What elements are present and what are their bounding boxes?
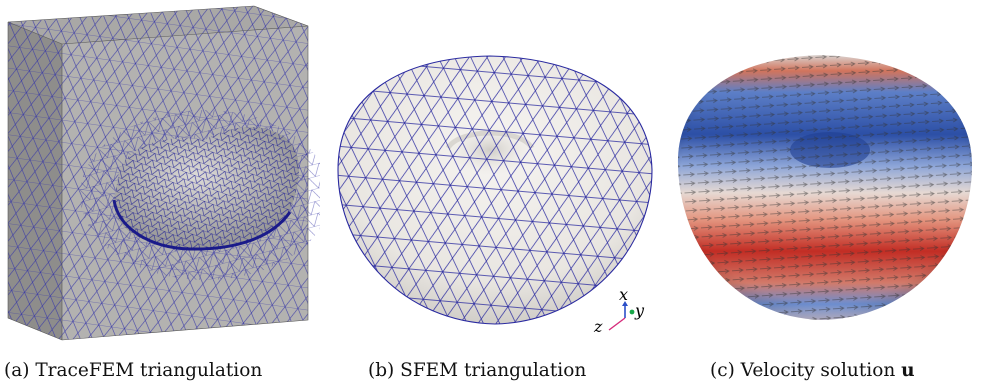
caption-c: (c) Velocity solution u bbox=[710, 360, 915, 381]
z-axis-arrow bbox=[608, 317, 626, 331]
tracefem-cube-figure bbox=[7, 5, 320, 341]
velocity-field-figure bbox=[677, 55, 972, 320]
caption-a: (a) TraceFEM triangulation bbox=[4, 360, 262, 381]
axis-triad: x y z bbox=[593, 285, 645, 336]
caption-c-text: (c) Velocity solution bbox=[710, 360, 896, 381]
caption-b: (b) SFEM triangulation bbox=[368, 360, 586, 381]
panel-a: (a) TraceFEM triangulation bbox=[0, 0, 320, 381]
panel-b: x y z (b) SFEM triangulation bbox=[330, 0, 660, 381]
x-axis-label: x bbox=[619, 285, 628, 304]
y-axis-marker bbox=[629, 309, 635, 315]
caption-c-symbol: u bbox=[901, 360, 915, 381]
caption-a-text: (a) TraceFEM triangulation bbox=[4, 360, 263, 381]
panel-c: (c) Velocity solution u bbox=[670, 0, 981, 381]
caption-b-text: (b) SFEM triangulation bbox=[368, 360, 587, 381]
z-axis-label: z bbox=[593, 317, 603, 336]
y-axis-label: y bbox=[634, 301, 645, 320]
sfem-surface-figure: x y z bbox=[337, 55, 653, 336]
